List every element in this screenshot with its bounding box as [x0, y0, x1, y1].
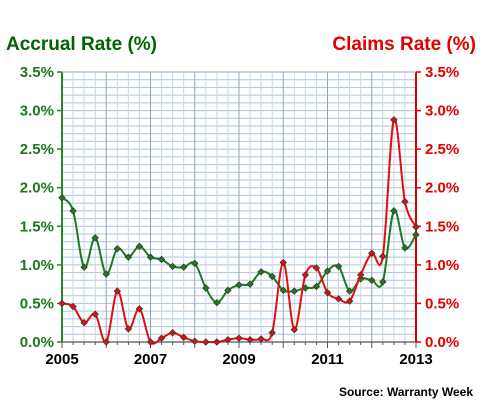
- data-point: [290, 325, 299, 334]
- data-point: [279, 286, 287, 295]
- data-point: [80, 263, 88, 271]
- data-point: [412, 223, 420, 231]
- data-point: [91, 310, 99, 318]
- data-point: [356, 271, 365, 279]
- left-tick-labels: 3.5% 3.0% 2.5% 2.0% 1.5% 1.0% 0.5% 0.0%: [20, 64, 54, 351]
- data-point: [235, 281, 243, 289]
- data-point: [157, 255, 166, 264]
- data-point: [246, 335, 254, 344]
- data-point: [168, 262, 177, 271]
- x-tick-label: 2007: [134, 351, 167, 368]
- data-point: [390, 207, 398, 215]
- left-tick-label: 0.0%: [20, 334, 54, 351]
- series-layer: [58, 116, 420, 346]
- data-point: [146, 253, 155, 261]
- data-point: [368, 276, 376, 284]
- data-point: [202, 284, 210, 292]
- data-point: [379, 278, 387, 286]
- data-point: [290, 287, 299, 295]
- right-tick-label: 2.0%: [425, 180, 459, 197]
- left-axis-title: Accrual Rate (%): [6, 34, 157, 55]
- data-point: [224, 335, 232, 344]
- x-tick-label: 2013: [399, 351, 432, 368]
- left-tick-label: 1.0%: [20, 257, 54, 274]
- data-point: [257, 335, 265, 343]
- right-tick-label: 0.0%: [425, 334, 459, 351]
- data-point: [135, 305, 144, 313]
- data-point: [345, 297, 354, 305]
- data-point: [191, 259, 199, 268]
- x-tick-labels: 2005 2007 2009 2011 2013: [45, 351, 432, 368]
- data-point: [113, 287, 122, 295]
- x-tick-label: 2005: [45, 351, 78, 368]
- left-tick-label: 2.5%: [20, 141, 54, 158]
- data-point: [102, 338, 110, 346]
- right-tick-label: 0.5%: [425, 295, 459, 312]
- x-tick-label: 2009: [222, 351, 255, 368]
- right-axis-title: Claims Rate (%): [332, 34, 476, 55]
- data-point: [191, 337, 199, 345]
- series-2: [58, 116, 420, 346]
- data-point: [323, 288, 332, 297]
- data-point: [102, 270, 110, 278]
- right-tick-label: 1.0%: [425, 257, 459, 274]
- right-tick-label: 2.5%: [425, 141, 459, 158]
- data-point: [91, 234, 99, 242]
- axes: [57, 71, 421, 348]
- data-point: [268, 272, 276, 281]
- left-tick-label: 3.5%: [20, 64, 54, 81]
- data-point: [268, 329, 276, 337]
- data-point: [157, 334, 166, 342]
- data-point: [379, 252, 387, 261]
- data-point: [345, 287, 354, 295]
- data-point: [179, 333, 188, 342]
- left-tick-label: 1.5%: [20, 218, 54, 235]
- left-tick-label: 3.0%: [20, 103, 54, 120]
- data-point: [124, 325, 133, 333]
- data-point: [224, 286, 232, 295]
- data-point: [323, 267, 332, 275]
- data-point: [368, 249, 376, 257]
- data-point: [69, 302, 77, 311]
- source-note: Source: Warranty Week: [339, 385, 473, 399]
- data-point: [202, 338, 210, 346]
- right-tick-label: 3.5%: [425, 64, 459, 81]
- data-point: [235, 334, 243, 342]
- data-point: [301, 271, 310, 279]
- data-point: [412, 231, 420, 239]
- data-point: [312, 264, 321, 272]
- data-point: [312, 282, 321, 291]
- data-point: [334, 295, 343, 303]
- data-point: [58, 194, 66, 202]
- data-point: [390, 116, 398, 124]
- right-tick-label: 3.0%: [425, 103, 459, 120]
- data-point: [279, 258, 287, 267]
- data-point: [179, 263, 188, 271]
- series-line: [61, 118, 417, 345]
- left-tick-label: 0.5%: [20, 295, 54, 312]
- data-point: [401, 244, 409, 252]
- data-point: [257, 268, 265, 276]
- data-point: [246, 280, 254, 288]
- data-point: [213, 338, 221, 346]
- data-point: [146, 338, 155, 346]
- data-point: [135, 242, 144, 251]
- data-point: [213, 298, 221, 307]
- data-point: [58, 299, 66, 308]
- data-point: [334, 262, 343, 271]
- data-point: [80, 319, 88, 327]
- data-point: [113, 244, 122, 253]
- x-tick-label: 2011: [311, 351, 344, 368]
- right-tick-label: 1.5%: [425, 218, 459, 235]
- data-point: [401, 197, 409, 206]
- data-point: [168, 329, 177, 337]
- data-point: [124, 253, 133, 261]
- left-tick-label: 2.0%: [20, 180, 54, 197]
- data-point: [69, 207, 77, 215]
- right-tick-labels: 3.5% 3.0% 2.5% 2.0% 1.5% 1.0% 0.5% 0.0%: [425, 64, 459, 351]
